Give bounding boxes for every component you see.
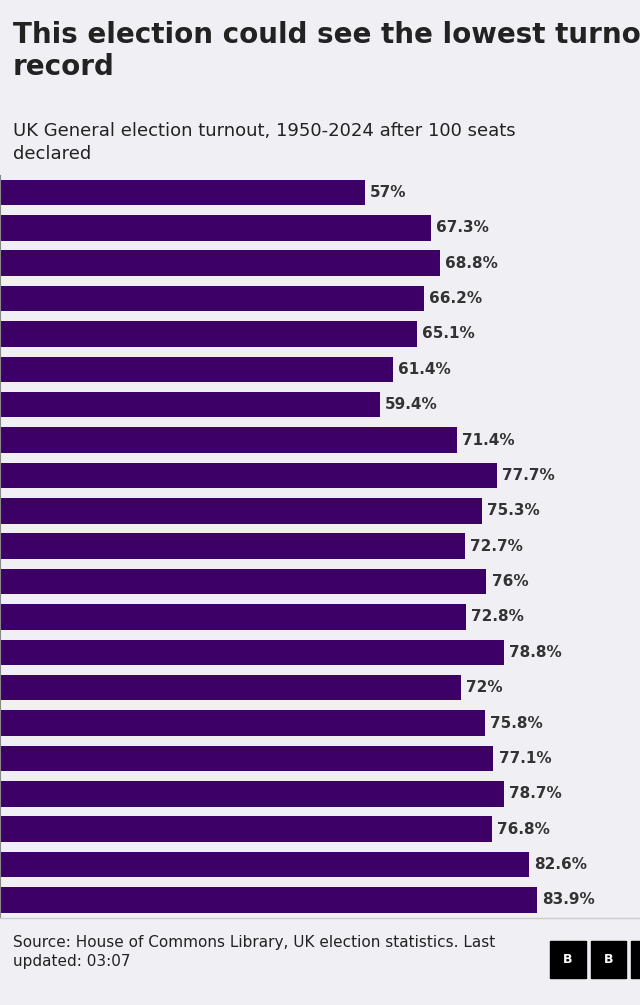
Text: 82.6%: 82.6% <box>534 857 587 872</box>
Bar <box>0 498 482 524</box>
Bar <box>0 887 537 913</box>
Text: 61.4%: 61.4% <box>398 362 451 377</box>
Bar <box>0 852 529 877</box>
Bar <box>0 781 504 807</box>
Bar <box>0 534 465 559</box>
Text: 72.7%: 72.7% <box>470 539 524 554</box>
Text: 78.7%: 78.7% <box>509 786 561 801</box>
Text: 65.1%: 65.1% <box>422 327 474 342</box>
Bar <box>0 816 492 842</box>
Text: 77.1%: 77.1% <box>499 751 551 766</box>
FancyBboxPatch shape <box>591 942 626 978</box>
Text: 71.4%: 71.4% <box>462 432 515 447</box>
Text: 59.4%: 59.4% <box>385 397 438 412</box>
Text: 75.8%: 75.8% <box>490 716 543 731</box>
Text: B: B <box>563 953 573 966</box>
Text: 66.2%: 66.2% <box>429 291 482 307</box>
Text: 76%: 76% <box>492 574 528 589</box>
Bar <box>0 604 466 630</box>
Text: Source: House of Commons Library, UK election statistics. Last
updated: 03:07: Source: House of Commons Library, UK ele… <box>13 935 495 969</box>
Text: B: B <box>604 953 613 966</box>
Bar <box>0 322 417 347</box>
FancyBboxPatch shape <box>631 942 640 978</box>
Text: 77.7%: 77.7% <box>502 468 555 483</box>
Bar <box>0 675 461 700</box>
Text: 78.8%: 78.8% <box>509 645 562 660</box>
Bar <box>0 215 431 240</box>
Bar <box>0 285 424 312</box>
Text: 75.3%: 75.3% <box>487 504 540 519</box>
Bar <box>0 746 493 771</box>
Bar <box>0 639 504 665</box>
Bar <box>0 180 365 205</box>
Bar <box>0 427 457 453</box>
Text: 72.8%: 72.8% <box>471 609 524 624</box>
Text: UK General election turnout, 1950-2024 after 100 seats
declared: UK General election turnout, 1950-2024 a… <box>13 123 515 163</box>
Bar <box>0 711 485 736</box>
Text: 57%: 57% <box>370 185 406 200</box>
FancyBboxPatch shape <box>550 942 586 978</box>
Text: This election could see the lowest turnout on
record: This election could see the lowest turno… <box>13 21 640 81</box>
Bar <box>0 392 380 417</box>
Text: 76.8%: 76.8% <box>497 822 550 837</box>
Text: 67.3%: 67.3% <box>436 220 489 235</box>
Bar <box>0 462 497 488</box>
Bar <box>0 569 486 594</box>
Bar <box>0 357 393 382</box>
Bar <box>0 250 440 276</box>
Text: 83.9%: 83.9% <box>542 892 595 908</box>
Text: 72%: 72% <box>466 680 502 695</box>
Text: 68.8%: 68.8% <box>445 255 499 270</box>
